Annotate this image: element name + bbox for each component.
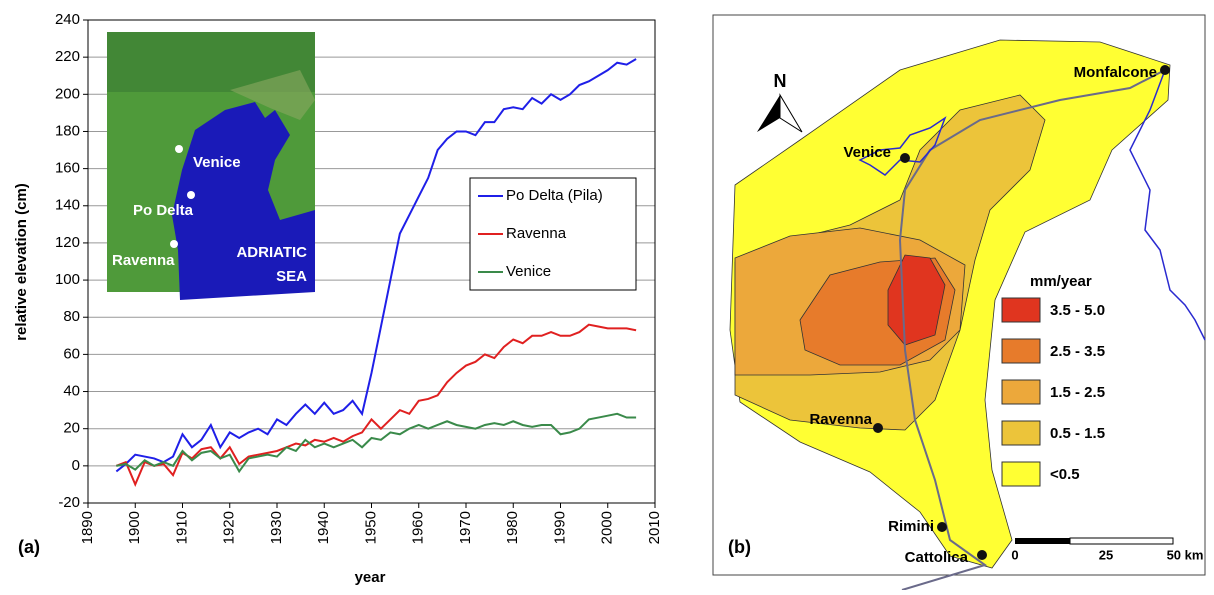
city-dot (977, 550, 987, 560)
line (115, 58, 637, 473)
inset-label: ADRIATIC (236, 244, 307, 261)
inset-dot (187, 191, 195, 199)
y-tick-label: 200 (55, 85, 80, 102)
y-tick-label: 0 (72, 457, 80, 474)
inset-dot (175, 145, 183, 153)
plot-frame (87, 19, 656, 504)
legend-label: 2.5 - 3.5 (1050, 343, 1105, 360)
inset-label: Ravenna (112, 252, 175, 269)
x-tick-label: 2000 (599, 511, 616, 544)
inset-label: Venice (193, 154, 241, 171)
city-dot (937, 522, 947, 532)
city-label: Ravenna (809, 411, 872, 428)
cities: Monfalcone Venice Ravenna Rimini Cattolica (809, 64, 1170, 566)
panel-label: (a) (18, 537, 40, 557)
y-tick-label: 60 (63, 345, 80, 362)
y-tick-label: 220 (55, 48, 80, 65)
legend-swatch (1001, 297, 1041, 323)
y-tick-label: 100 (55, 271, 80, 288)
x-tick-label: 1910 (173, 511, 190, 544)
y-tick-label: 160 (55, 160, 80, 177)
legend-label: Venice (506, 263, 551, 280)
city-dot (873, 423, 883, 433)
x-tick-label: 1950 (362, 511, 379, 544)
y-tick-label: 80 (63, 308, 80, 325)
x-tick-label: 1990 (551, 511, 568, 544)
legend-swatch (1001, 379, 1041, 405)
y-axis-label: relative elevation (cm) (13, 183, 30, 341)
scale-label: 50 km (1167, 547, 1204, 562)
city-label: Rimini (888, 518, 934, 535)
legend-label: 0.5 - 1.5 (1050, 425, 1105, 442)
y-tick-label: 180 (55, 122, 80, 139)
legend-label: 1.5 - 2.5 (1050, 384, 1105, 401)
inset-label: SEA (276, 268, 307, 285)
map-legend: 3.5 - 5.0 2.5 - 3.5 1.5 - 2.5 0.5 - 1.5 <0.5 (1001, 297, 1105, 487)
legend-label: 3.5 - 5.0 (1050, 302, 1105, 319)
legend-label: Ravenna (506, 225, 567, 242)
line (116, 412, 637, 474)
x-tick-label: 1960 (410, 511, 427, 544)
x-tick-label: 1970 (457, 511, 474, 544)
legend-swatch (1001, 420, 1041, 446)
city-label: Monfalcone (1074, 64, 1157, 81)
city-dot (900, 153, 910, 163)
north-label: N (774, 71, 787, 91)
city-dot (1160, 65, 1170, 75)
legend-label: <0.5 (1050, 466, 1080, 483)
y-tick-label: 40 (63, 383, 80, 400)
inset-label: Po Delta (133, 202, 194, 219)
x-axis-label: year (355, 569, 386, 586)
legend-label: Po Delta (Pila) (506, 187, 603, 204)
y-tick-label: 120 (55, 234, 80, 251)
legend-swatch (1001, 338, 1041, 364)
inset-dot (170, 240, 178, 248)
y-tick-label: 240 (55, 11, 80, 28)
city-label: Venice (843, 144, 891, 161)
x-tick-label: 1900 (126, 511, 143, 544)
x-tick-label: 1930 (268, 511, 285, 544)
x-tick-label: 1940 (315, 511, 332, 544)
y-tick-label: 140 (55, 197, 80, 214)
inset-image (107, 32, 315, 300)
scale-label: 0 (1011, 547, 1018, 562)
scale-label: 25 (1099, 547, 1113, 562)
x-tick-label: 1890 (79, 511, 96, 544)
map (712, 14, 1206, 591)
line (115, 323, 637, 487)
x-tick-label: 2010 (646, 511, 663, 544)
city-label: Cattolica (905, 549, 969, 566)
x-tick-label: 1920 (221, 511, 238, 544)
panel-label: (b) (728, 537, 751, 557)
legend-title: mm/year (1030, 273, 1092, 290)
y-tick-label: -20 (58, 494, 80, 511)
legend-swatch (1001, 461, 1041, 487)
x-tick-label: 1980 (504, 511, 521, 544)
y-tick-label: 20 (63, 420, 80, 437)
